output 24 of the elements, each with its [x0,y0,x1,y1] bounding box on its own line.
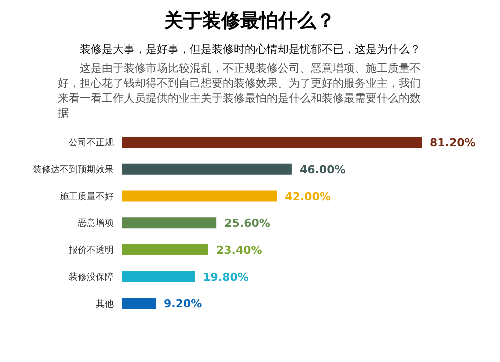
y-tick-label: 施工质量不好 [60,191,114,202]
data-label: 81.20% [430,136,476,150]
bar [122,218,217,229]
y-tick-label: 报价不透明 [68,245,114,256]
data-label: 42.00% [285,190,331,204]
y-tick-label: 装修达不到预期效果 [33,164,114,176]
bar [122,190,278,202]
chart-subtitle: 装修是大事，是好事，但是装修时的心情却是忧郁不已，这是为什么？ [79,42,422,57]
bar [122,137,422,148]
chart-title: 关于装修最怕什么？ [163,9,336,34]
y-tick-label: 其他 [96,298,114,310]
data-label: 23.40% [216,244,262,257]
text: 这是由于装修市场比较混乱，不正规装修公司、恶意增项、施工质量不好，担心花了钱却得不到自己想要的装修效果。为了更好的服务业主，我们来看一看工作人员提供的业主关于装修最怕的是什么和装修最需要什么的数据 [57,61,422,121]
data-label: 46.00% [300,163,346,176]
y-tick-label: 公司不正规 [69,138,114,149]
data-label: 9.20% [164,298,202,311]
data-label: 19.80% [203,270,249,284]
data-label: 25.60% [224,217,270,230]
bar [122,271,196,282]
bar [122,244,208,256]
y-tick-label: 恶意增项 [77,218,114,230]
bar [122,164,292,175]
bar [122,298,156,310]
y-tick-label: 装修没保障 [69,272,114,283]
